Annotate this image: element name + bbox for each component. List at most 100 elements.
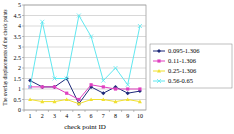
y-tick (22, 110, 24, 111)
y-tick-label: 3.5 (14, 34, 22, 40)
y-tick-label: 1.5 (14, 76, 22, 82)
legend: 0.095-1.306 0.11-1.306 0.25-1.306 0.56-0.65 (150, 44, 232, 88)
y-tick (22, 5, 24, 6)
marker (28, 85, 32, 89)
marker (65, 92, 68, 95)
marker (138, 100, 142, 104)
y-tick-label: 0 (18, 107, 21, 113)
marker (77, 102, 81, 106)
y-tick-label: 2.5 (14, 55, 22, 61)
marker (65, 98, 69, 102)
x-tick-label: 6 (90, 113, 93, 119)
x-tick-label: 3 (53, 113, 56, 119)
grid-line (24, 5, 146, 6)
x-tick-label: 4 (65, 113, 68, 119)
x-tick-label: 8 (114, 113, 117, 119)
y-tick-label: 2 (18, 65, 21, 71)
y-tick (22, 15, 24, 16)
marker (101, 79, 105, 83)
series-line (30, 16, 140, 87)
x-tick-label: 9 (126, 113, 129, 119)
y-tick-label: 0.5 (14, 97, 22, 103)
grid-line (24, 36, 146, 37)
marker (138, 24, 142, 28)
marker (89, 35, 93, 39)
grid-line (24, 15, 146, 16)
chart: 0 0.5 1 1.5 2 2.5 3 3.5 4 4.5 5 1 2 3 4 5 6 7 8 9 10 check po… (0, 0, 234, 134)
series-line (30, 100, 140, 104)
y-tick (22, 78, 24, 79)
x-tick (97, 110, 98, 112)
x-tick-label: 10 (137, 113, 143, 119)
x-tick-label: 5 (77, 113, 80, 119)
marker (102, 85, 105, 88)
marker (114, 87, 117, 90)
marker (65, 77, 69, 81)
marker (114, 66, 118, 70)
marker (41, 85, 44, 88)
y-tick (22, 68, 24, 69)
y-tick-label: 1 (18, 86, 21, 92)
legend-marker (157, 49, 161, 53)
plot-area (24, 5, 146, 110)
x-tick (24, 110, 25, 112)
marker (90, 83, 93, 86)
y-tick (22, 89, 24, 90)
grid-line (24, 47, 146, 48)
x-tick (109, 110, 110, 112)
y-axis-title: The overlay displacements of the check p… (2, 9, 8, 105)
marks (28, 14, 142, 106)
y-tick (22, 99, 24, 100)
grid-line (24, 78, 146, 79)
marker (138, 87, 141, 90)
legend-label: 0.11-1.306 (168, 57, 197, 64)
y-tick (22, 57, 24, 58)
marker (126, 91, 130, 95)
x-axis-title: check point ID (64, 123, 106, 131)
x-tick (60, 110, 61, 112)
marker (40, 20, 44, 24)
marker (40, 100, 44, 104)
x-tick-label: 7 (102, 113, 105, 119)
x-tick (133, 110, 134, 112)
y-tick-label: 3 (18, 44, 21, 50)
x-tick (121, 110, 122, 112)
y-tick-label: 5 (18, 2, 21, 8)
marker (40, 85, 44, 89)
marker (53, 85, 57, 89)
marker (53, 77, 57, 81)
legend-marker (157, 59, 160, 62)
marker (126, 98, 130, 102)
grid-line (24, 57, 146, 58)
x-tick (72, 110, 73, 112)
marker (53, 85, 56, 88)
marker (89, 98, 93, 102)
legend-label: 0.56-0.65 (168, 77, 193, 84)
y-tick (22, 47, 24, 48)
series-line (30, 79, 140, 104)
x-tick-label: 2 (41, 113, 44, 119)
x-tick (48, 110, 49, 112)
y-tick (22, 36, 24, 37)
legend-label: 0.25-1.306 (168, 67, 197, 74)
marker (126, 83, 130, 87)
legend-marker (157, 69, 161, 73)
x-tick-label: 1 (29, 113, 32, 119)
legend-marker (157, 79, 161, 83)
marker (101, 98, 105, 102)
x-tick (85, 110, 86, 112)
legend-label: 0.095-1.306 (168, 47, 200, 54)
marker (77, 14, 81, 18)
marker (101, 91, 105, 95)
marker (28, 98, 32, 102)
y-tick (22, 26, 24, 27)
marker (53, 100, 57, 104)
x-tick (36, 110, 37, 112)
y-tick-label: 4 (18, 23, 21, 29)
marker (77, 98, 80, 101)
series-line (30, 85, 140, 100)
grid-line (24, 68, 146, 69)
y-tick-label: 4.5 (14, 13, 22, 19)
marker (114, 100, 118, 104)
marker (126, 87, 129, 90)
